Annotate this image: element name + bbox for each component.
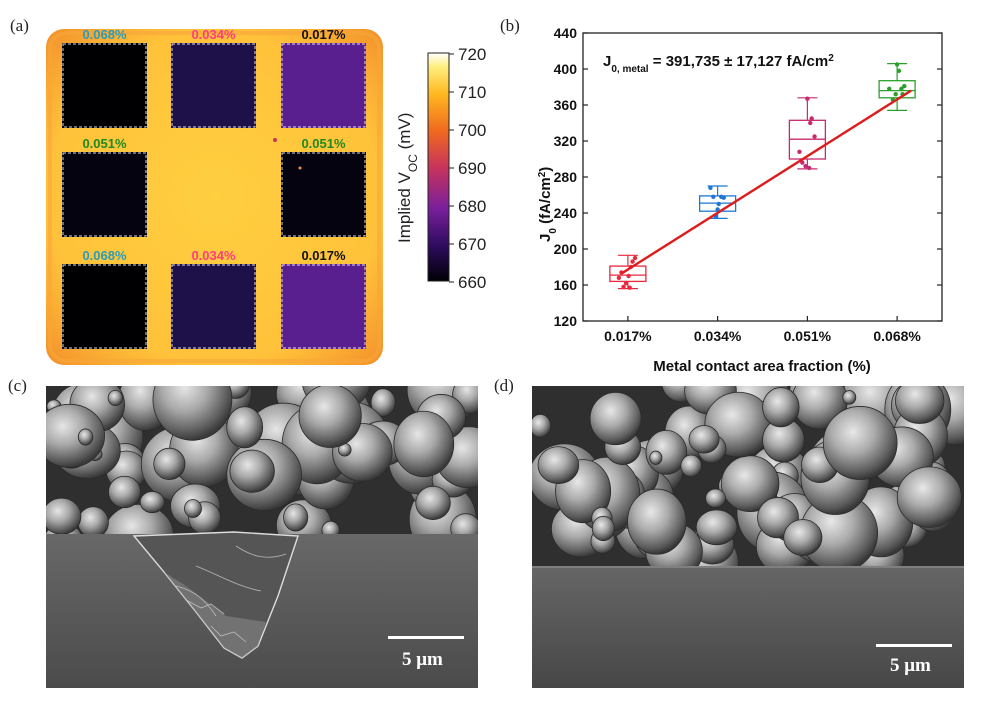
- contact-cell: [281, 264, 366, 349]
- cell-fraction-label: 0.034%: [191, 27, 236, 42]
- colorbar-tick: 680: [458, 197, 486, 216]
- contact-cell: [281, 43, 366, 128]
- contact-cell: [171, 264, 256, 349]
- cell-fraction-label: 0.068%: [82, 248, 127, 263]
- contact-cell: [281, 152, 366, 237]
- cell-fraction-label: 0.051%: [82, 136, 127, 151]
- scale-bar-c: [388, 636, 464, 639]
- panel-label-d: (d): [494, 376, 514, 395]
- panel-label-c: (c): [8, 376, 27, 395]
- contact-cell: [62, 264, 147, 349]
- panel-label-b: (b): [500, 16, 520, 35]
- colorbar-tick: 660: [458, 273, 486, 292]
- contact-cell: [62, 43, 147, 128]
- colorbar-tick: 670: [458, 235, 486, 254]
- scale-bar-d: [876, 644, 952, 647]
- cell-fraction-label: 0.051%: [301, 136, 346, 151]
- sem-image-d: 5 μm: [532, 386, 964, 688]
- colorbar-tick: 690: [458, 159, 486, 178]
- cell-fraction-label: 0.068%: [82, 27, 127, 42]
- cell-fraction-label: 0.017%: [301, 27, 346, 42]
- sem-image-c: 5 μm: [46, 386, 478, 688]
- colorbar-tick: 710: [458, 83, 486, 102]
- colorbar: [427, 52, 450, 282]
- cell-fraction-label: 0.034%: [191, 248, 236, 263]
- colorbar-label: Implied VOC (mV): [395, 113, 420, 243]
- scale-bar-label-d: 5 μm: [890, 655, 931, 676]
- colorbar-tick: 700: [458, 121, 486, 140]
- cell-fraction-label: 0.017%: [301, 248, 346, 263]
- panel-label-a: (a): [10, 16, 29, 35]
- contact-cell: [171, 43, 256, 128]
- contact-cell: [62, 152, 147, 237]
- colorbar-tick: 720: [458, 45, 486, 64]
- scale-bar-label-c: 5 μm: [402, 649, 443, 670]
